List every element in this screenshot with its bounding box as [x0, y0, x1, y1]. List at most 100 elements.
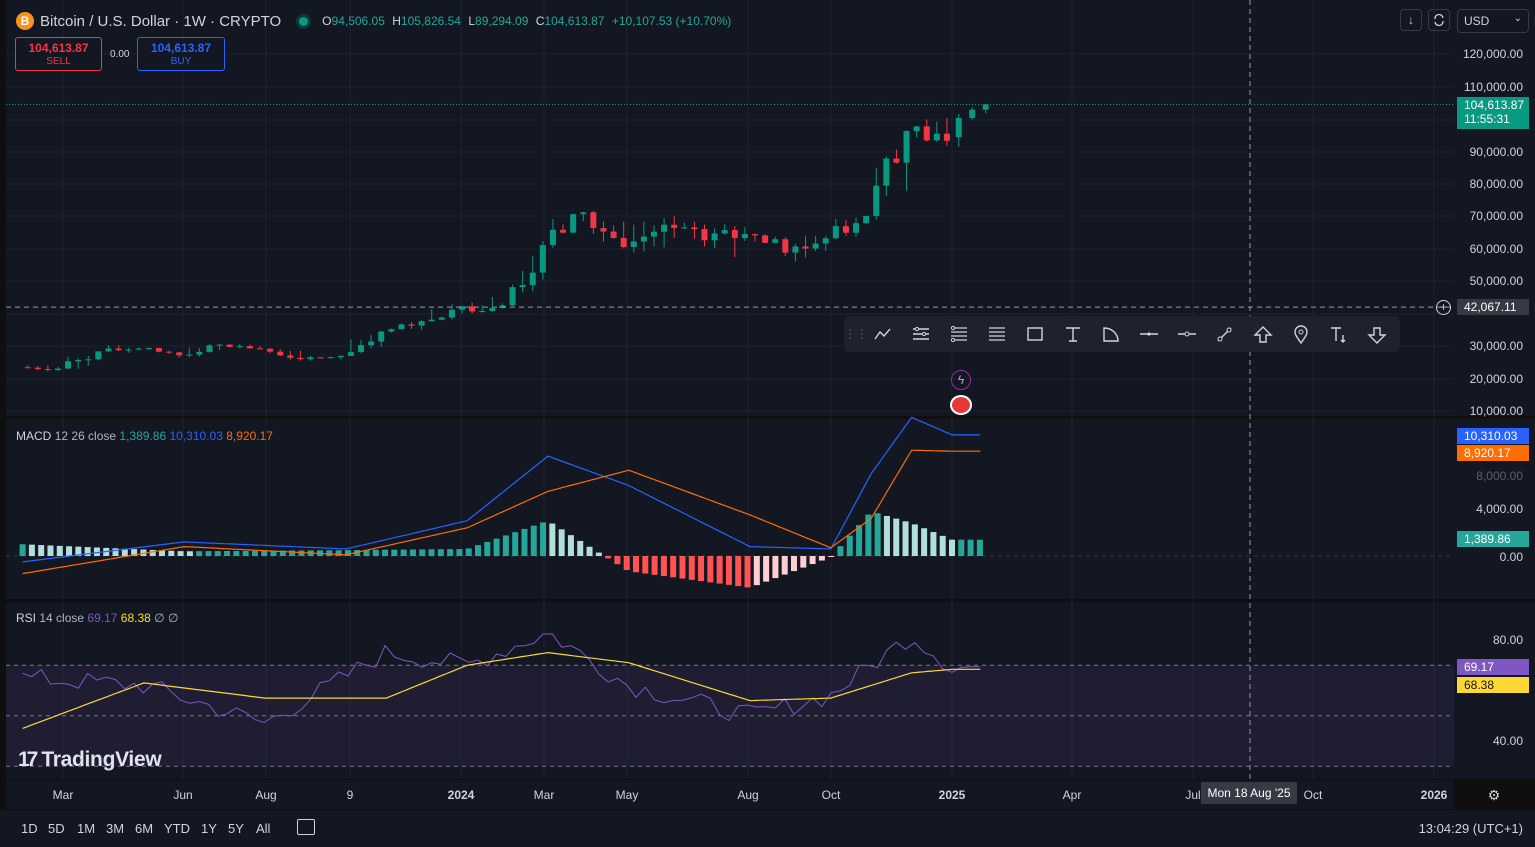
brush-icon[interactable] [1206, 316, 1244, 352]
price-tick: 70,000.00 [1469, 209, 1523, 223]
macd-line-label: 10,310.03 [1457, 428, 1529, 444]
range-button-5y[interactable]: 5Y [228, 821, 244, 836]
buy-button[interactable]: 104,613.87 BUY [137, 37, 225, 71]
macd-histogram-bar [326, 550, 333, 556]
candle-body [438, 317, 445, 320]
range-button-6m[interactable]: 6M [135, 821, 154, 836]
drawing-toolbar[interactable]: ⋮⋮ [844, 316, 1400, 352]
pitchfork-icon[interactable] [902, 316, 940, 352]
arc-icon[interactable] [1092, 316, 1130, 352]
macd-histogram-bar [121, 548, 128, 556]
bottom-toolbar [0, 810, 1535, 847]
horizontal-line-icon[interactable] [1130, 316, 1168, 352]
macd-histogram-bar [261, 550, 268, 556]
range-button-1m[interactable]: 1M [77, 821, 96, 836]
candle-body [883, 158, 890, 186]
clock[interactable]: 13:04:29 (UTC+1) [1418, 821, 1523, 836]
currency-select[interactable]: USD ⌄ [1457, 9, 1529, 33]
rectangle-icon[interactable] [1016, 316, 1054, 352]
macd-histogram-bar [56, 545, 63, 556]
range-button-3m[interactable]: 3M [106, 821, 125, 836]
macd-histogram-bar [623, 556, 630, 571]
price-tick: 50,000.00 [1469, 274, 1523, 288]
macd-histogram-bar [75, 546, 82, 556]
macd-histogram-bar [335, 550, 342, 556]
candle-body [691, 227, 698, 230]
candle-body [711, 233, 718, 241]
candle-body [65, 361, 72, 369]
macd-histogram-bar [521, 528, 528, 556]
range-button-ytd[interactable]: YTD [164, 821, 190, 836]
lines-icon[interactable] [978, 316, 1016, 352]
rsi-pane[interactable] [6, 602, 1454, 779]
candle-body [933, 133, 940, 141]
macd-histogram-bar [177, 551, 184, 556]
candle-body [166, 351, 173, 353]
candle-body [95, 351, 102, 360]
rsi-ma-value: 68.38 [120, 611, 151, 625]
fullscreen-icon[interactable] [1428, 9, 1450, 31]
time-tick-label: Mar [533, 788, 555, 802]
candle-body [772, 239, 779, 243]
chevron-down-icon: ⌄ [1513, 13, 1522, 24]
time-tick-label: Jul [1185, 788, 1201, 802]
candle-body [969, 109, 976, 118]
candle-body [408, 324, 415, 326]
macd-histogram-bar [354, 550, 361, 556]
candle-body [913, 126, 920, 132]
pin-icon[interactable] [1282, 316, 1320, 352]
candle-body [368, 341, 375, 346]
sell-button[interactable]: 104,613.87 SELL [15, 37, 102, 71]
sell-price: 104,613.87 [28, 41, 89, 55]
add-alert-icon[interactable]: + [1436, 300, 1451, 315]
trend-line-icon[interactable] [864, 316, 902, 352]
macd-histogram-bar [93, 547, 100, 556]
settings-icon[interactable]: ⚙ [1487, 787, 1501, 803]
candle-body [955, 117, 962, 138]
horizontal-ray-icon[interactable] [1168, 316, 1206, 352]
macd-histogram-bar [419, 549, 426, 556]
candle-body [610, 231, 617, 238]
calendar-icon[interactable] [297, 819, 315, 835]
candle-body [347, 352, 354, 356]
last-price-label: 104,613.87 11:55:31 [1457, 97, 1529, 129]
macd-histogram-bar [540, 522, 547, 556]
lightning-icon[interactable]: ϟ [951, 370, 971, 390]
candle-body [277, 351, 284, 356]
text-icon[interactable] [1054, 316, 1092, 352]
macd-tick: 8,000.00 [1476, 469, 1523, 483]
download-icon[interactable]: ↓ [1400, 9, 1422, 31]
rsi-legend[interactable]: RSI 14 close 69.17 68.38 ∅ ∅ [16, 611, 179, 625]
macd-histogram-bar [475, 545, 482, 556]
range-button-1y[interactable]: 1Y [201, 821, 217, 836]
symbol-title[interactable]: Bitcoin / U.S. Dollar · 1W · CRYPTO [40, 12, 282, 30]
macd-histogram-bar [595, 552, 602, 556]
candle-body [145, 348, 152, 350]
macd-histogram-bar [744, 556, 751, 588]
range-button-all[interactable]: All [256, 821, 271, 836]
drag-handle-icon[interactable]: ⋮⋮ [844, 327, 868, 341]
macd-histogram-bar [949, 539, 955, 556]
us-flag-icon[interactable] [950, 395, 972, 415]
rsi-ma-label: 68.38 [1457, 677, 1529, 693]
fib-icon[interactable] [940, 316, 978, 352]
buy-label: BUY [170, 56, 192, 67]
candle-body [539, 245, 546, 273]
candle-body [358, 345, 365, 353]
macd-histogram-bar [902, 521, 909, 556]
text-tool-icon[interactable] [1320, 316, 1358, 352]
range-button-5d[interactable]: 5D [48, 821, 65, 836]
time-tick-label: 2025 [938, 788, 966, 802]
price-axis[interactable] [1454, 0, 1535, 416]
arrow-down-icon[interactable] [1358, 316, 1396, 352]
macd-histogram-bar [159, 550, 166, 556]
symbol-header[interactable]: B Bitcoin / U.S. Dollar · 1W · CRYPTO O9… [16, 10, 731, 32]
macd-histogram-bar [456, 549, 463, 556]
arrow-up-icon[interactable] [1244, 316, 1282, 352]
macd-histogram-bar [196, 551, 203, 556]
range-button-1d[interactable]: 1D [21, 821, 38, 836]
macd-signal-line [22, 449, 981, 575]
macd-legend[interactable]: MACD 12 26 close 1,389.86 10,310.03 8,92… [16, 429, 273, 443]
candle-body [721, 230, 728, 234]
